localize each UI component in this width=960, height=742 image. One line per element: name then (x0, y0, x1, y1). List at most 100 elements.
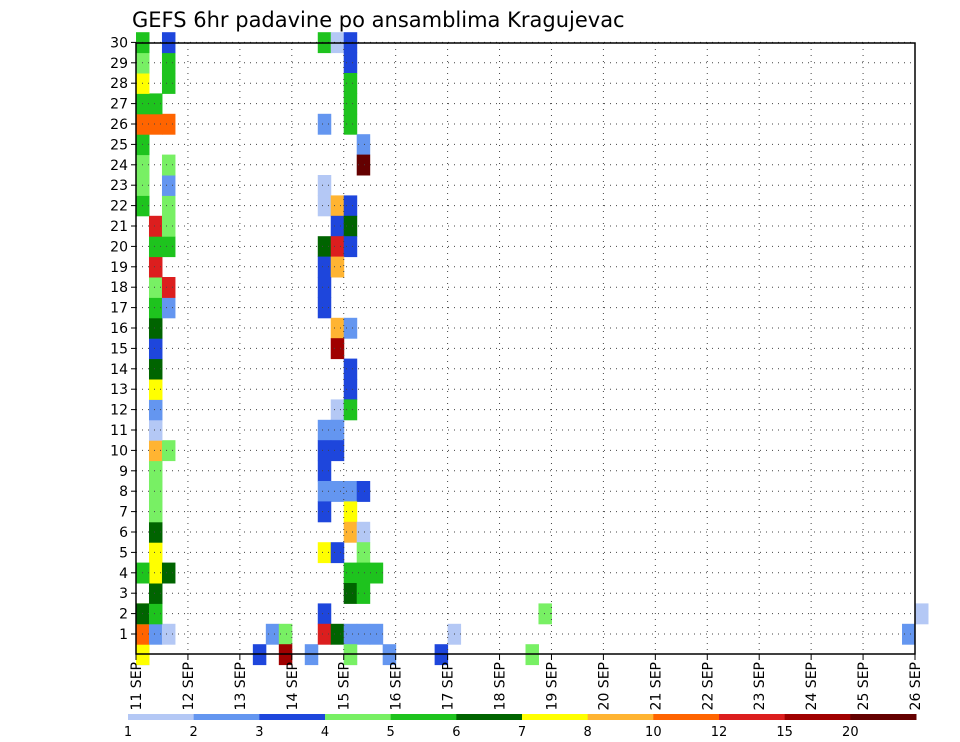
legend-label: 4 (321, 725, 329, 740)
legend-label: 15 (776, 725, 793, 740)
heatmap-cell (343, 481, 358, 502)
legend-label: 6 (452, 725, 460, 740)
legend-label: 8 (584, 725, 592, 740)
heatmap-cell (356, 542, 371, 564)
x-tick-label: 26 SEP (908, 662, 924, 710)
heatmap-cell (356, 521, 371, 543)
y-tick-label: 15 (110, 341, 128, 357)
y-tick-label: 21 (110, 219, 128, 235)
heatmap-cell (343, 399, 358, 421)
heatmap-cell (330, 623, 345, 645)
heatmap-cell (161, 215, 176, 237)
heatmap-cell (317, 297, 332, 319)
heatmap-cell (148, 113, 163, 135)
heatmap-cell (330, 317, 345, 339)
heatmap-cell (317, 440, 332, 462)
heatmap-cell (330, 215, 345, 237)
legend-label: 2 (190, 725, 198, 740)
legend-label: 3 (255, 725, 263, 740)
grid-lines (136, 41, 915, 654)
heatmap-cell (330, 399, 345, 421)
heatmap-cell (148, 440, 163, 462)
heatmap-cell (343, 562, 358, 584)
y-tick-label: 4 (119, 566, 128, 582)
heatmap-cell (317, 195, 332, 217)
heatmap-cell (343, 317, 358, 339)
heatmap-cell (343, 583, 358, 604)
heatmap-cell (148, 603, 163, 625)
y-tick-label: 9 (119, 464, 128, 480)
heatmap-cell (317, 501, 332, 523)
legend-swatch (719, 714, 786, 720)
y-tick-label: 2 (119, 607, 128, 623)
heatmap-cell (317, 277, 332, 298)
heatmap-cell (902, 623, 916, 645)
x-tick-label: 22 SEP (700, 662, 716, 710)
heatmap-cell (278, 623, 293, 645)
heatmap-cell (330, 195, 345, 217)
heatmap-cell (148, 481, 163, 502)
y-tick-label: 20 (110, 239, 128, 255)
legend-swatch (456, 714, 523, 720)
y-tick-label: 5 (119, 545, 128, 561)
y-tick-label: 18 (110, 280, 128, 296)
x-tick-label: 20 SEP (596, 662, 612, 710)
heatmap-cell (148, 358, 163, 380)
heatmap-cell (330, 236, 345, 258)
y-tick-label: 30 (110, 35, 128, 51)
heatmap-cell (148, 215, 163, 237)
legend-swatch (259, 714, 326, 720)
y-tick-label: 8 (119, 484, 128, 500)
heatmap-cell (148, 277, 163, 298)
heatmap-cell (161, 562, 176, 584)
heatmap-cell (343, 623, 358, 645)
y-tick-label: 25 (110, 137, 128, 153)
heatmap-cell (317, 603, 332, 625)
plot-frame (135, 42, 916, 655)
heatmap-cell (317, 419, 332, 441)
y-tick-label: 11 (110, 423, 128, 439)
heatmap-cell (343, 52, 358, 74)
heatmap-cell (538, 603, 552, 625)
heatmap-cell (330, 440, 345, 462)
heatmap-cell (148, 419, 163, 441)
y-tick-label: 28 (110, 76, 128, 92)
x-tick-label: 24 SEP (804, 662, 820, 710)
heatmap-cell (148, 236, 163, 258)
heatmap-cell (161, 195, 176, 217)
heatmap-cell (330, 419, 345, 441)
heatmap-cells (136, 32, 929, 666)
heatmap-cell (161, 175, 176, 196)
x-tick-label: 17 SEP (441, 662, 457, 710)
heatmap-cell (330, 481, 345, 502)
legend-swatch (587, 714, 654, 720)
x-tick-label: 15 SEP (337, 662, 353, 710)
heatmap-cell (148, 379, 163, 400)
heatmap-cell (356, 623, 371, 645)
x-tick-label: 18 SEP (493, 662, 509, 710)
y-tick-label: 26 (110, 117, 128, 133)
x-tick-label: 23 SEP (752, 662, 768, 710)
x-tick-label: 12 SEP (181, 662, 197, 710)
heatmap-cell (148, 542, 163, 564)
heatmap-cell (317, 256, 332, 278)
heatmap-cell (343, 113, 358, 135)
heatmap-cell (343, 93, 358, 115)
heatmap-cell (161, 623, 176, 645)
heatmap-cell (148, 460, 163, 482)
heatmap-cell (161, 154, 176, 176)
heatmap-cell (161, 73, 176, 94)
heatmap-cell (915, 603, 929, 625)
heatmap-cell (356, 154, 371, 176)
heatmap-cell (343, 236, 358, 258)
x-tick-label: 19 SEP (544, 662, 560, 710)
y-tick-label: 1 (119, 627, 128, 643)
y-tick-label: 22 (110, 199, 128, 215)
heatmap-cell (148, 256, 163, 278)
heatmap-cell (317, 236, 332, 258)
legend-swatch (850, 714, 917, 720)
heatmap-cell (161, 440, 176, 462)
heatmap-cell (161, 52, 176, 74)
y-tick-label: 24 (110, 158, 128, 174)
legend-label: 1 (124, 725, 132, 740)
